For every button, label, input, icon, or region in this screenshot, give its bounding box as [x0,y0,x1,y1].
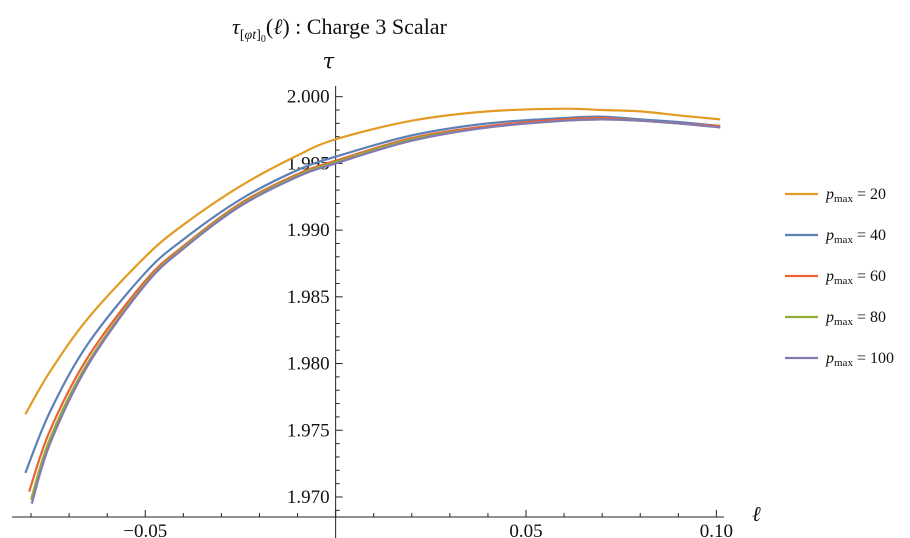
legend-label-4: pmax = 80 [825,309,886,328]
series-line-1 [24,107,721,415]
y-tick-label: 1.980 [287,354,330,375]
x-tick-label: −0.05 [123,521,167,538]
y-tick-label: 1.985 [287,287,330,308]
series-line-3 [28,116,721,493]
legend-label-2: pmax = 40 [825,227,886,246]
legend: pmax = 20 pmax = 40 pmax = 60 pmax = 80 pmax… [785,186,894,369]
series-line-2 [24,115,721,474]
y-axis-title: τ [323,49,335,73]
series [24,107,721,504]
series-line-4 [29,118,721,500]
y-tick-label: 1.990 [287,220,330,241]
x-tick-label: 0.10 [700,521,733,538]
x-tick-label: 0.05 [509,521,542,538]
x-axis-title: ℓ [752,502,761,526]
ticks: −0.05 0.05 0.101.9701.9751.9801.9851.9901.… [30,87,733,538]
legend-label-1: pmax = 20 [825,186,886,205]
y-tick-label: 1.975 [287,420,330,441]
chart-title-group: τ[φt]0(ℓ) : Charge 3 Scalar [232,14,448,45]
legend-label-5: pmax = 100 [825,350,894,369]
y-tick-label: 2.000 [287,87,330,108]
legend-label-3: pmax = 60 [825,268,886,287]
series-line-5 [30,118,721,504]
chart-title: τ[φt]0(ℓ) : Charge 3 Scalar [232,14,448,45]
y-tick-label: 1.970 [287,487,330,508]
